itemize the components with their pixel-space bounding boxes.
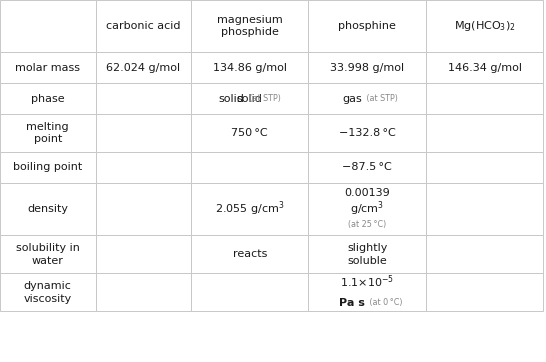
Text: molar mass: molar mass [15, 63, 80, 73]
Bar [0, 152, 96, 183]
Bar [308, 273, 426, 311]
Text: (at STP): (at STP) [365, 94, 399, 103]
Bar [426, 114, 543, 152]
Text: solubility in
water: solubility in water [16, 243, 80, 265]
Bar [0, 52, 96, 83]
Bar [96, 152, 191, 183]
Bar [426, 152, 543, 183]
Bar [308, 52, 426, 83]
Text: magnesium
phosphide: magnesium phosphide [217, 15, 283, 37]
Bar [191, 273, 308, 311]
Text: density: density [27, 204, 68, 214]
Text: boiling point: boiling point [13, 163, 82, 172]
Text: 62.024 g/mol: 62.024 g/mol [106, 63, 180, 73]
Text: 146.34 g/mol: 146.34 g/mol [448, 63, 521, 73]
Bar [308, 83, 426, 114]
Bar [96, 273, 191, 311]
Text: Pa s: Pa s [339, 298, 365, 308]
Text: 33.998 g/mol: 33.998 g/mol [330, 63, 404, 73]
Bar [0, 114, 96, 152]
Bar [191, 52, 308, 83]
Text: gas: gas [342, 94, 361, 104]
Bar [308, 152, 426, 183]
Bar [0, 235, 96, 273]
Bar [308, 183, 426, 235]
Text: melting
point: melting point [26, 122, 69, 144]
Bar [0, 0, 96, 52]
Text: Mg(HCO$_3$)$_2$: Mg(HCO$_3$)$_2$ [454, 19, 515, 33]
Text: 2.055 g/cm$^3$: 2.055 g/cm$^3$ [215, 200, 284, 218]
Text: phosphine: phosphine [339, 21, 396, 31]
Text: −132.8 °C: −132.8 °C [339, 128, 395, 138]
Bar [191, 114, 308, 152]
Text: solid: solid [237, 94, 263, 104]
Bar [96, 114, 191, 152]
Text: carbonic acid: carbonic acid [106, 21, 181, 31]
Bar [191, 235, 308, 273]
Bar [0, 273, 96, 311]
Bar [426, 0, 543, 52]
Bar [96, 83, 191, 114]
Bar [191, 83, 308, 114]
Bar [426, 83, 543, 114]
Text: 0.00139: 0.00139 [345, 188, 390, 198]
Text: 134.86 g/mol: 134.86 g/mol [213, 63, 287, 73]
Bar [426, 52, 543, 83]
Bar [308, 235, 426, 273]
Bar [308, 0, 426, 52]
Bar [308, 114, 426, 152]
Bar [96, 0, 191, 52]
Bar [96, 235, 191, 273]
Text: reacts: reacts [233, 249, 267, 259]
Bar [0, 183, 96, 235]
Bar [191, 152, 308, 183]
Text: (at STP): (at STP) [247, 94, 281, 103]
Text: solid: solid [218, 94, 244, 104]
Text: g/cm$^3$: g/cm$^3$ [350, 200, 384, 218]
Text: dynamic
viscosity: dynamic viscosity [23, 281, 72, 303]
Text: slightly
soluble: slightly soluble [347, 243, 387, 265]
Text: −87.5 °C: −87.5 °C [342, 163, 392, 172]
Bar [96, 183, 191, 235]
Bar [0, 83, 96, 114]
Text: phase: phase [31, 94, 64, 104]
Text: 750 °C: 750 °C [232, 128, 268, 138]
Text: 1.1$\times$10$^{-5}$: 1.1$\times$10$^{-5}$ [340, 273, 394, 290]
Bar [426, 235, 543, 273]
Bar [191, 183, 308, 235]
Text: (at 0 °C): (at 0 °C) [367, 298, 403, 307]
Bar [191, 0, 308, 52]
Bar [96, 52, 191, 83]
Bar [426, 183, 543, 235]
Text: (at 25 °C): (at 25 °C) [348, 220, 387, 229]
Bar [426, 273, 543, 311]
